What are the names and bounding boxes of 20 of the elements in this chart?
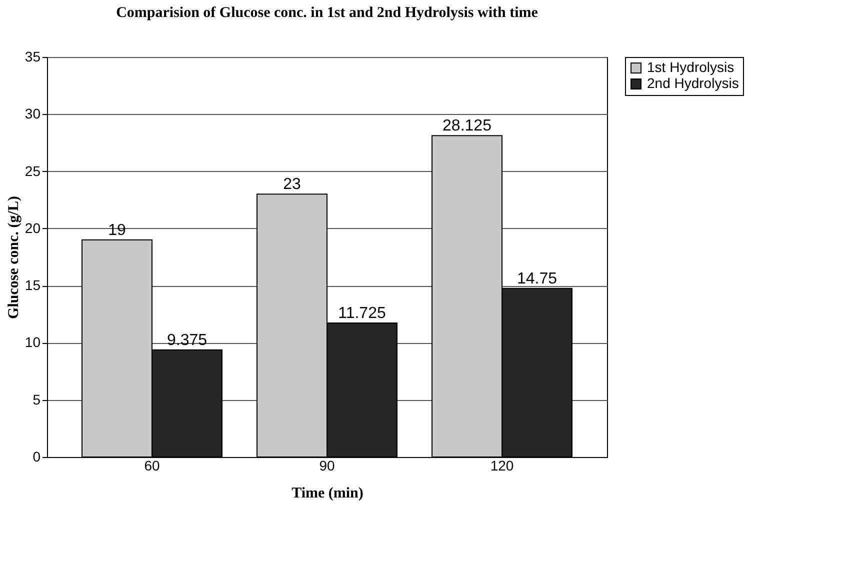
x-tick-label: 90 bbox=[319, 458, 335, 474]
y-tick-label: 10 bbox=[24, 334, 41, 350]
data-label: 14.75 bbox=[516, 270, 558, 288]
data-label: 11.725 bbox=[338, 305, 386, 322]
y-tick-label: 15 bbox=[24, 277, 41, 294]
x-tick-label: 60 bbox=[144, 458, 160, 474]
y-tick-label: 25 bbox=[24, 162, 41, 179]
x-tick-label: 120 bbox=[490, 458, 514, 474]
y-tick-label: 20 bbox=[24, 220, 41, 236]
legend-label: 1st Hydrolysis bbox=[647, 59, 734, 75]
y-tick-label: 5 bbox=[32, 391, 41, 408]
x-axis-title: Time (min) bbox=[292, 486, 364, 502]
y-axis-title: Glucose conc. (g/L) bbox=[6, 196, 22, 319]
y-tick-label: 30 bbox=[24, 106, 41, 122]
y-tick-label: 35 bbox=[24, 48, 41, 64]
chart-title: Comparision of Glucose conc. in 1st and 2nd Hydrolysis with time bbox=[116, 5, 538, 21]
data-label: 23 bbox=[283, 176, 301, 194]
legend-label: 2nd Hydrolysis bbox=[647, 75, 739, 91]
data-label: 28.125 bbox=[442, 118, 492, 135]
y-tick-label: 0 bbox=[32, 448, 41, 464]
